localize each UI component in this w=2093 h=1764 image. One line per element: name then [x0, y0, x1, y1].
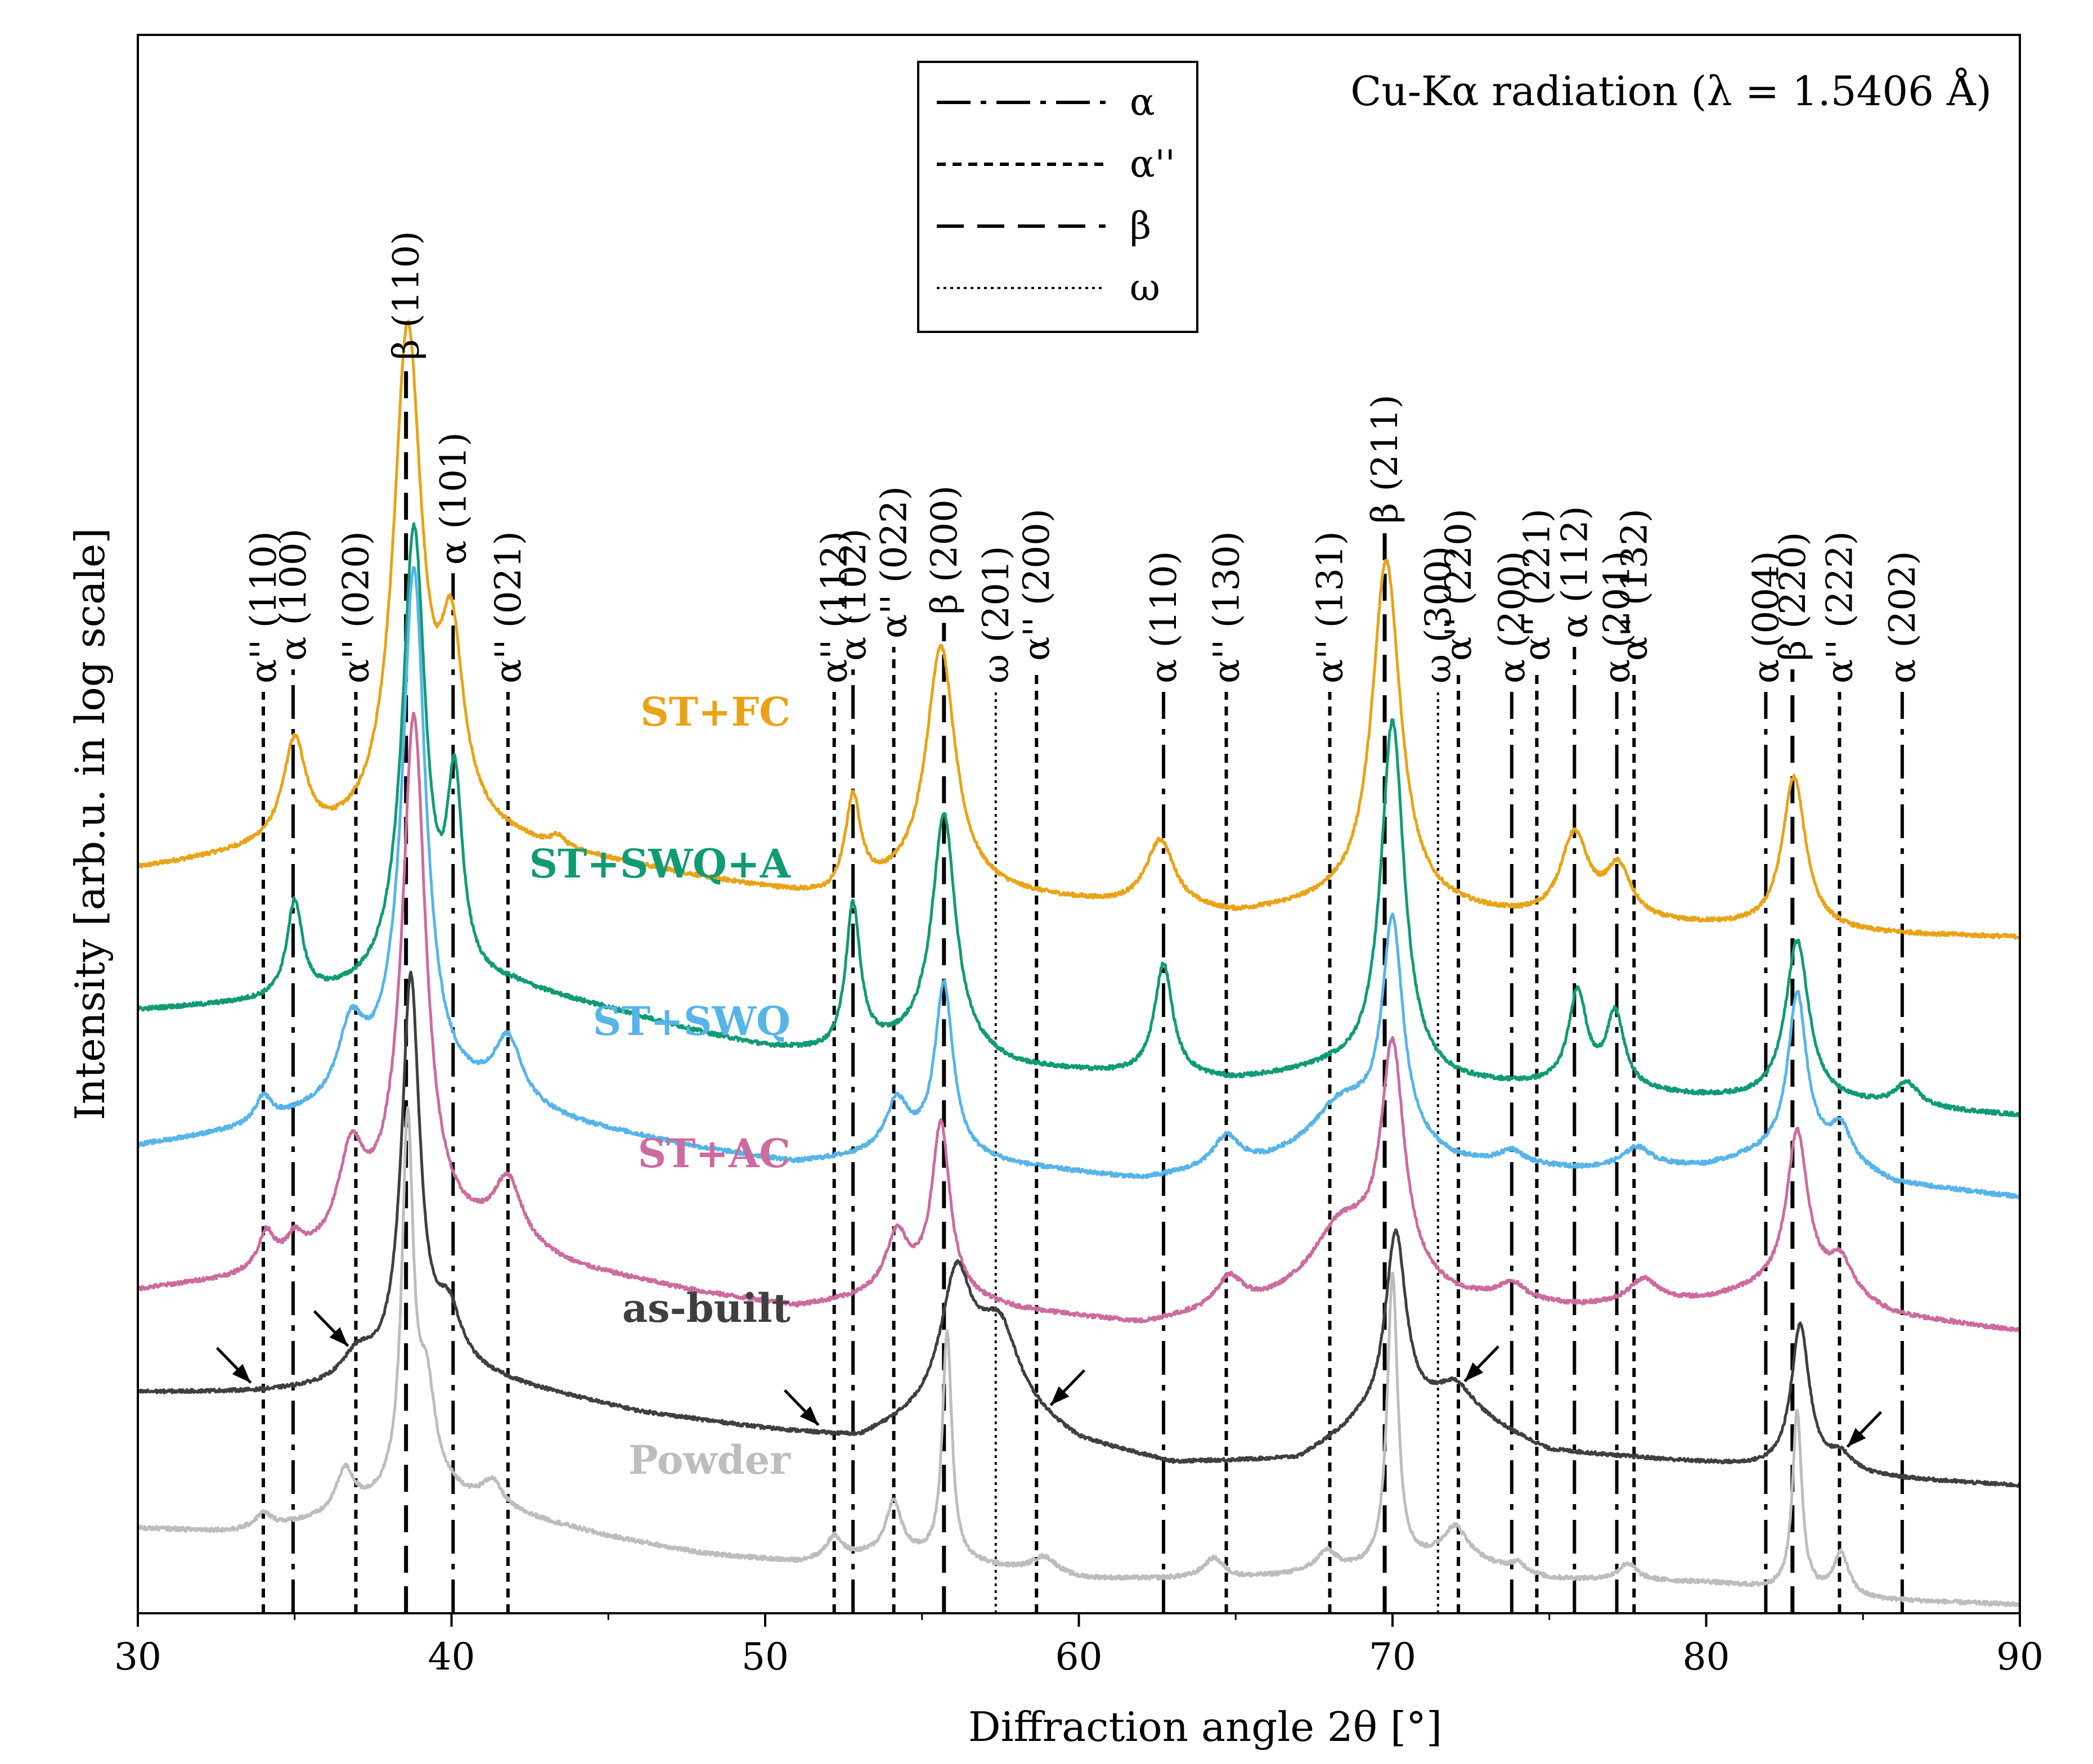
peak-label-200: α (200): [1492, 551, 1533, 683]
series-label-st-ac: ST+AC: [638, 1130, 791, 1177]
peak-label-110: β (110): [386, 231, 428, 360]
peak-label-112: α (112): [1554, 506, 1596, 638]
curve-as-built: [137, 970, 2022, 1488]
legend-label-4: ω: [1130, 266, 1160, 309]
peak-label-101: α (101): [433, 432, 474, 565]
legend-label-1: α: [1130, 80, 1155, 124]
radiation-annotation: Cu-Kα radiation (λ = 1.5406 Å): [1350, 67, 1992, 115]
y-axis-label: Intensity [arb.u. in log scale]: [66, 528, 114, 1120]
legend-label-3: β: [1130, 204, 1151, 248]
series-label-st-swq-a: ST+SWQ+A: [529, 840, 792, 887]
legend-label-2: α'': [1130, 142, 1175, 186]
arrow-head-2: [329, 1327, 348, 1346]
peak-label-dprime-021: α'' (021): [488, 531, 529, 683]
curve-st-swq: [136, 566, 2022, 1200]
peak-label-004: α (004): [1745, 551, 1787, 683]
x-tick-label-60: 60: [1056, 1635, 1103, 1678]
x-tick-label-90: 90: [1996, 1635, 2043, 1678]
peak-label-211: β (211): [1364, 394, 1406, 523]
x-tick-label-30: 30: [114, 1635, 161, 1678]
peak-label-dprime-112: α'' (112): [814, 531, 856, 683]
peak-label-102: α (102): [833, 528, 874, 661]
peak-label-dprime-132: α'' (132): [1614, 508, 1655, 661]
peak-label-dprime-130: α'' (130): [1206, 531, 1248, 683]
arrow-head-1: [232, 1364, 251, 1383]
peak-label-300: ω (300): [1418, 546, 1459, 683]
curve-st-swq-a: [137, 522, 2022, 1118]
series-labels: ST+FC ST+SWQ+A ST+SWQ ST+AC as-built Powder: [529, 688, 792, 1483]
peak-label-dprime-200: α'' (200): [1016, 508, 1058, 661]
peak-label-dprime-131: α'' (131): [1310, 531, 1351, 683]
arrow-head-4: [1050, 1386, 1070, 1406]
x-tick-label-50: 50: [742, 1635, 789, 1678]
peak-label-201: ω (201): [976, 546, 1017, 683]
peak-label-dprime-110: α'' (110): [243, 531, 285, 683]
x-axis-label: Diffraction angle 2θ [°]: [968, 1703, 1442, 1750]
arrow-head-3: [800, 1406, 819, 1425]
series-label-st-fc: ST+FC: [640, 688, 791, 735]
peak-label-220: β (220): [1772, 532, 1814, 661]
peak-label-200: β (200): [924, 485, 965, 614]
x-tick-label-80: 80: [1683, 1635, 1730, 1678]
peak-label-dprime-221: α'' (221): [1516, 508, 1558, 661]
diffraction-curves: [136, 320, 2022, 1608]
peak-labels: α'' (110)α (100) α'' (020) β (110) α (101) α…: [243, 231, 1924, 683]
peak-label-201: α (201): [1597, 551, 1638, 683]
peak-label-dprime-222: α'' (222): [1819, 531, 1861, 683]
series-label-powder: Powder: [628, 1437, 791, 1483]
x-axis-ticks: 30 40 50 60 70 80 90: [114, 1613, 2043, 1678]
legend-items: α α'' βω: [937, 80, 1175, 309]
plot-area: α'' (110)α (100) α'' (020) β (110) α (101) α…: [136, 231, 2022, 1613]
curve-st-ac: [137, 712, 2022, 1333]
peak-label-dprime-220: α'' (220): [1438, 508, 1480, 661]
series-label-st-swq: ST+SWQ: [593, 998, 791, 1045]
peak-label-dprime-022: α'' (022): [874, 486, 915, 638]
x-tick-label-70: 70: [1369, 1635, 1416, 1678]
peak-label-100: α (100): [273, 528, 315, 661]
legend: α α'' βω: [917, 61, 1198, 333]
arrow-head-5: [1465, 1362, 1484, 1382]
curve-st-fc: [136, 320, 2022, 940]
arrow-markers: [215, 1310, 1883, 1448]
series-label-as-built: as-built: [622, 1285, 791, 1331]
curve-powder: [136, 1106, 2022, 1608]
x-tick-label-40: 40: [428, 1635, 475, 1678]
peak-label-dprime-020: α'' (020): [336, 531, 378, 683]
peak-label-110: α (110): [1143, 551, 1185, 683]
peak-label-202: α (202): [1882, 551, 1924, 683]
arrow-head-6: [1847, 1428, 1866, 1447]
